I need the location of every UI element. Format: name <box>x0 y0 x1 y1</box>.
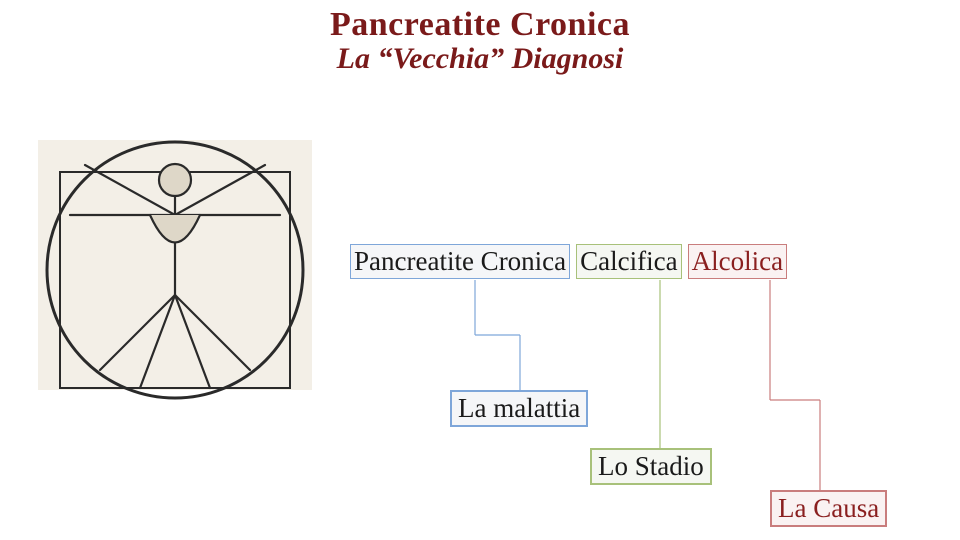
term-alcolica: Alcolica <box>688 244 787 279</box>
diagnosis-terms-row: Pancreatite Cronica Calcifica Alcolica <box>350 244 787 279</box>
title-line-1: Pancreatite Cronica <box>0 6 960 44</box>
box-la-causa: La Causa <box>770 490 887 527</box>
box-lo-stadio: Lo Stadio <box>590 448 712 485</box>
title-line-2: La “Vecchia” Diagnosi <box>0 42 960 76</box>
box-la-malattia: La malattia <box>450 390 588 427</box>
vitruvian-image <box>30 120 320 410</box>
term-pancreatite-cronica: Pancreatite Cronica <box>350 244 570 279</box>
header: Pancreatite Cronica La “Vecchia” Diagnos… <box>0 6 960 76</box>
term-calcifica: Calcifica <box>576 244 681 279</box>
